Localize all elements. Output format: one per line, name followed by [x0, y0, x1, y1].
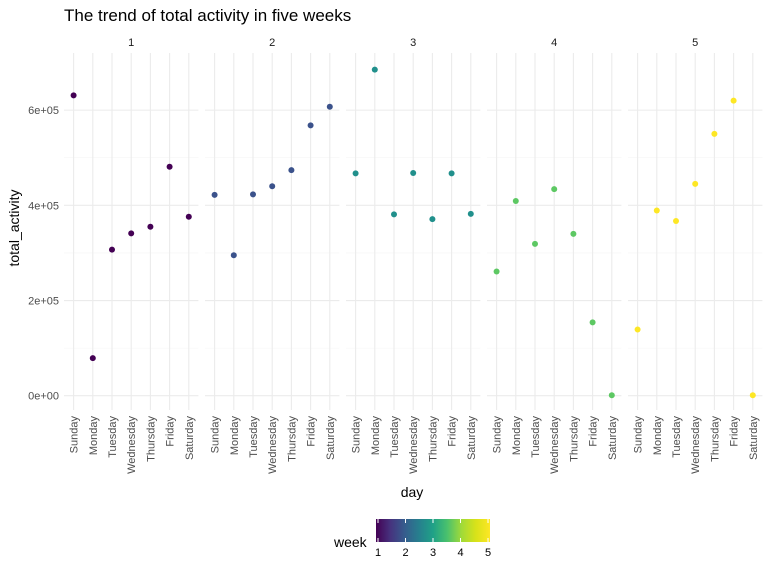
x-tick-label: Sunday [633, 416, 645, 454]
x-tick-label: Tuesday [389, 416, 401, 458]
x-tick-label: Saturday [325, 416, 337, 461]
data-point [391, 211, 397, 218]
chart-title: The trend of total activity in five week… [64, 6, 351, 25]
x-tick-label: Sunday [210, 416, 222, 454]
legend-colorbar [376, 519, 490, 542]
data-point [673, 218, 679, 225]
x-tick-label: Saturday [607, 416, 619, 461]
legend-tick-label: 4 [457, 547, 463, 559]
x-tick-label: Monday [88, 416, 100, 456]
data-point [269, 183, 276, 190]
data-point [653, 207, 660, 214]
data-point [532, 240, 538, 247]
x-tick-label: Sunday [351, 416, 363, 454]
x-tick-label: Monday [370, 416, 382, 456]
grid-layer [64, 53, 763, 410]
data-point [89, 355, 96, 362]
data-point [467, 210, 474, 217]
data-point [429, 216, 436, 223]
x-tick-label: Friday [306, 416, 318, 447]
x-tick-label: Monday [652, 416, 664, 456]
data-point [288, 167, 295, 174]
x-tick-label: Saturday [748, 416, 760, 461]
x-tick-label: Thursday [568, 416, 580, 462]
x-tick-label: Sunday [492, 416, 504, 454]
x-tick-label: Friday [588, 416, 600, 447]
data-point [570, 230, 577, 237]
data-point [551, 186, 558, 193]
labels-layer: 0e+00 2e+05 4e+05 6e+05 1 Sunday Monday Tuesday… [28, 37, 760, 474]
data-point [352, 170, 359, 177]
facet-strip-label: 1 [128, 37, 134, 49]
facet-strip-label: 4 [551, 37, 557, 49]
x-tick-label: Wednesday [126, 416, 138, 474]
data-point [326, 103, 333, 110]
y-tick-label: 2e+05 [28, 296, 59, 308]
data-point [147, 223, 154, 230]
x-tick-label: Thursday [709, 416, 721, 462]
x-tick-label: Tuesday [107, 416, 119, 458]
data-point [608, 392, 615, 399]
data-point [711, 130, 718, 137]
x-tick-label: Thursday [145, 416, 157, 462]
legend-tick-label: 5 [485, 547, 491, 559]
data-point [307, 122, 314, 129]
points-layer [70, 66, 756, 399]
x-tick-label: Thursday [427, 416, 439, 462]
data-point [730, 97, 737, 104]
data-point [512, 198, 519, 205]
facet-strip-label: 5 [692, 37, 698, 49]
x-tick-label: Monday [229, 416, 241, 456]
y-tick-label: 6e+05 [28, 105, 59, 117]
legend: week 1 2 3 4 5 [333, 519, 491, 559]
data-point [211, 191, 218, 198]
data-point [185, 213, 192, 220]
data-point [230, 252, 237, 259]
x-tick-label: Saturday [184, 416, 196, 461]
legend-ticks: 1 2 3 4 5 [375, 519, 491, 559]
x-tick-label: Wednesday [690, 416, 702, 474]
facet-strip-label: 3 [410, 37, 416, 49]
data-point [448, 170, 455, 177]
data-point [166, 163, 173, 170]
x-tick-label: Wednesday [267, 416, 279, 474]
data-point [589, 319, 596, 326]
x-tick-label: Tuesday [248, 416, 260, 458]
data-point [749, 392, 756, 399]
y-tick-label: 0e+00 [28, 391, 59, 403]
x-tick-label: Wednesday [549, 416, 561, 474]
legend-tick-label: 3 [430, 547, 436, 559]
x-tick-label: Friday [165, 416, 177, 447]
x-tick-label: Wednesday [408, 416, 420, 474]
legend-title: week [333, 534, 368, 550]
data-point [250, 191, 256, 198]
data-point [410, 169, 417, 176]
data-point [109, 246, 115, 253]
x-tick-label: Tuesday [530, 416, 542, 458]
data-point [634, 326, 641, 333]
data-point [128, 230, 135, 237]
legend-tick-label: 1 [375, 547, 381, 559]
x-tick-label: Tuesday [671, 416, 683, 458]
data-point [692, 180, 699, 187]
x-tick-label: Friday [729, 416, 741, 447]
x-axis-title: day [401, 484, 424, 500]
data-point [70, 92, 77, 99]
facet-strip-label: 2 [269, 37, 275, 49]
data-point [371, 66, 378, 73]
x-tick-label: Friday [447, 416, 459, 447]
x-tick-label: Monday [511, 416, 523, 456]
x-tick-label: Thursday [286, 416, 298, 462]
y-axis-title: total_activity [6, 189, 22, 266]
x-tick-label: Saturday [466, 416, 478, 461]
x-tick-label: Sunday [69, 416, 81, 454]
y-tick-label: 4e+05 [28, 200, 59, 212]
data-point [493, 268, 500, 275]
legend-tick-label: 2 [402, 547, 408, 559]
